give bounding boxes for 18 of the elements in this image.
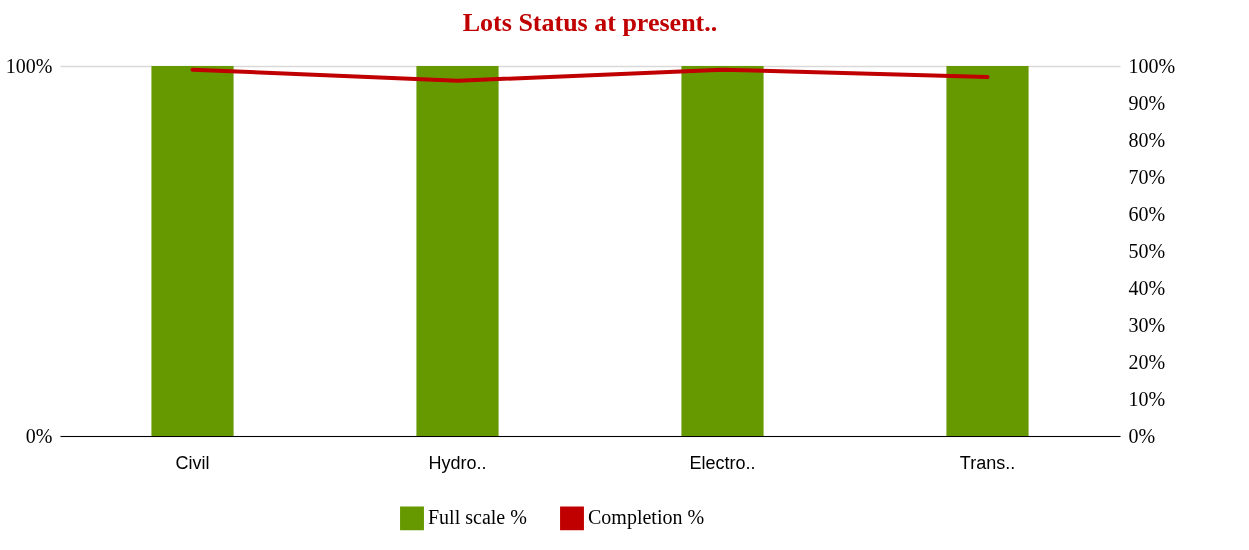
y2-tick-label: 70% <box>1128 165 1166 188</box>
x-tick-label: Hydro.. <box>428 452 487 473</box>
x-tick-label: Electro.. <box>689 452 756 473</box>
x-tick-label: Trans.. <box>959 452 1016 473</box>
legend-label: Completion % <box>588 506 705 530</box>
y2-tick-label: 100% <box>1128 54 1176 77</box>
y2-tick-label: 30% <box>1128 313 1166 336</box>
chart-title: Lots Status at present.. <box>462 8 718 37</box>
y2-tick-label: 90% <box>1128 91 1166 114</box>
x-tick-label: Civil <box>175 452 210 473</box>
y2-tick-label: 40% <box>1128 276 1166 299</box>
legend-label: Full scale % <box>428 506 527 529</box>
y2-tick-label: 50% <box>1128 239 1166 262</box>
y2-tick-label: 10% <box>1128 387 1166 410</box>
y2-tick-label: 0% <box>1128 424 1156 447</box>
y2-tick-label: 80% <box>1128 128 1166 151</box>
y2-tick-label: 60% <box>1128 202 1166 225</box>
y2-tick-label: 20% <box>1128 350 1166 373</box>
